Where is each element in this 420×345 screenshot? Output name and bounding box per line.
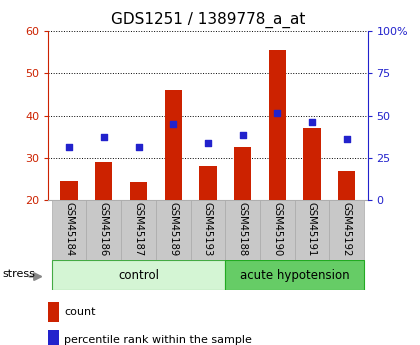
Point [66, 145, 73, 150]
Bar [260, 200, 295, 260]
Bar [87, 200, 121, 260]
Text: GSM45193: GSM45193 [203, 202, 213, 256]
Bar [52, 260, 225, 290]
Bar [191, 200, 225, 260]
Point [100, 134, 107, 139]
Bar [329, 200, 364, 260]
Text: GSM45188: GSM45188 [238, 202, 248, 256]
Text: GSM45186: GSM45186 [99, 202, 109, 256]
Point [309, 119, 315, 125]
Bar [95, 162, 113, 200]
Bar [225, 200, 260, 260]
Point [135, 145, 142, 150]
Bar [295, 200, 329, 260]
Bar [121, 200, 156, 260]
Text: control: control [118, 269, 159, 282]
Text: stress: stress [2, 269, 35, 279]
Text: acute hypotension: acute hypotension [240, 269, 349, 282]
Bar [225, 260, 364, 290]
Title: GDS1251 / 1389778_a_at: GDS1251 / 1389778_a_at [111, 12, 305, 28]
Bar [130, 183, 147, 200]
Text: GSM45191: GSM45191 [307, 202, 317, 256]
Bar [48, 302, 60, 322]
Bar [338, 171, 355, 200]
Text: percentile rank within the sample: percentile rank within the sample [64, 335, 252, 345]
Text: GSM45190: GSM45190 [272, 202, 282, 256]
Bar [165, 90, 182, 200]
Point [239, 132, 246, 137]
Point [205, 140, 211, 146]
Text: GSM45187: GSM45187 [134, 202, 144, 256]
Bar [199, 166, 217, 200]
Text: GSM45192: GSM45192 [342, 202, 352, 256]
Point [274, 111, 281, 116]
Bar [303, 128, 320, 200]
Point [343, 136, 350, 141]
Bar [234, 147, 251, 200]
Bar [60, 181, 78, 200]
Text: GSM45184: GSM45184 [64, 202, 74, 256]
Text: count: count [64, 307, 96, 317]
Bar [156, 200, 191, 260]
Text: GSM45189: GSM45189 [168, 202, 178, 256]
Bar [48, 330, 60, 345]
Point [170, 121, 176, 127]
Bar [269, 50, 286, 200]
Bar [52, 200, 87, 260]
